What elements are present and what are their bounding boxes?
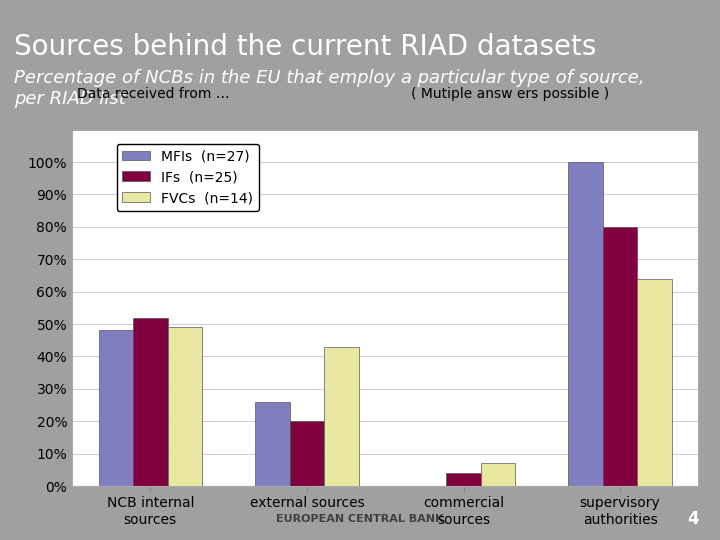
Bar — [255, 402, 289, 486]
Bar — [568, 162, 603, 486]
Bar — [481, 463, 516, 486]
Text: Sources behind the current RIAD datasets: Sources behind the current RIAD datasets — [14, 33, 597, 61]
Text: 4: 4 — [687, 510, 698, 528]
Bar — [603, 227, 637, 486]
Bar — [133, 318, 168, 486]
Bar — [289, 421, 324, 486]
Bar — [446, 473, 481, 486]
Bar — [99, 330, 133, 486]
Bar — [637, 279, 672, 486]
Text: Percentage of NCBs in the EU that employ a particular type of source,
per RIAD l: Percentage of NCBs in the EU that employ… — [14, 69, 645, 107]
Bar — [324, 347, 359, 486]
Legend: MFIs  (n=27), IFs  (n=25), FVCs  (n=14): MFIs (n=27), IFs (n=25), FVCs (n=14) — [117, 144, 258, 211]
Text: Data received from …: Data received from … — [77, 87, 230, 101]
Text: EUROPEAN CENTRAL BANK: EUROPEAN CENTRAL BANK — [276, 514, 444, 524]
Text: ( Mutiple answ ers possible ): ( Mutiple answ ers possible ) — [411, 87, 610, 101]
Bar — [168, 327, 202, 486]
